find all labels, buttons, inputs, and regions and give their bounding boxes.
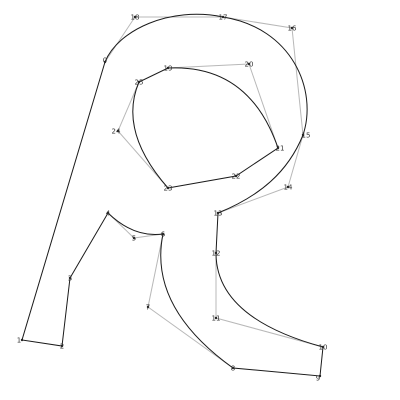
point-2-label: 2 xyxy=(60,343,64,351)
point-4-marker xyxy=(106,211,110,215)
point-10-marker xyxy=(321,345,325,349)
point-9-marker xyxy=(318,374,322,378)
glyph-outline-layer xyxy=(21,13,324,377)
point-8-label: 8 xyxy=(231,365,235,373)
point-23-marker xyxy=(166,186,170,190)
point-14-marker xyxy=(286,185,290,189)
point-6-marker xyxy=(161,232,165,236)
control-line-6-7 xyxy=(147,233,164,308)
point-1-label: 1 xyxy=(17,337,21,345)
point-13-label: 13 xyxy=(214,210,223,218)
point-2-marker xyxy=(60,344,64,348)
point-3-label: 3 xyxy=(68,275,72,283)
control-line-16-15 xyxy=(291,27,304,136)
point-11-marker xyxy=(214,316,218,320)
point-16-marker xyxy=(290,26,294,30)
point-24-label: 24 xyxy=(112,128,121,136)
point-24-marker xyxy=(116,129,120,133)
point-11-label: 11 xyxy=(212,315,221,323)
control-line-7-8 xyxy=(147,306,234,369)
point-17-label: 17 xyxy=(219,14,228,22)
point-17-marker xyxy=(221,15,225,19)
point-7-label: 7 xyxy=(146,304,150,312)
point-20-marker xyxy=(247,62,251,66)
point-25-marker xyxy=(137,80,141,84)
point-23-label: 23 xyxy=(164,185,173,193)
point-8-marker xyxy=(231,366,235,370)
control-line-20-21 xyxy=(248,63,279,149)
control-line-17-16 xyxy=(222,16,293,29)
point-13-marker xyxy=(216,211,220,215)
point-20-label: 20 xyxy=(245,61,254,69)
control-line-0-18 xyxy=(104,16,136,63)
point-7-marker xyxy=(146,305,150,309)
control-line-14-13 xyxy=(217,186,289,214)
point-5-marker xyxy=(132,236,136,240)
point-21-marker xyxy=(276,146,280,150)
point-0-marker xyxy=(103,60,107,64)
point-18-label: 18 xyxy=(131,14,140,22)
point-1-marker xyxy=(20,338,24,342)
point-25-label: 25 xyxy=(135,79,144,87)
point-15-marker xyxy=(301,133,305,137)
point-22-marker xyxy=(234,174,238,178)
point-14-label: 14 xyxy=(284,184,293,192)
point-15-label: 15 xyxy=(302,132,311,140)
glyph-outer-contour xyxy=(21,13,324,377)
point-16-label: 16 xyxy=(288,25,297,33)
point-3-marker xyxy=(68,276,72,280)
point-10-label: 10 xyxy=(319,344,328,352)
control-line-15-14 xyxy=(287,134,304,188)
point-6-label: 6 xyxy=(161,231,166,239)
control-line-19-20 xyxy=(167,63,250,69)
point-19-marker xyxy=(166,66,170,70)
control-polygon-layer xyxy=(104,16,324,369)
point-4-label: 4 xyxy=(106,210,111,218)
point-21-label: 21 xyxy=(276,145,285,153)
point-12-label: 12 xyxy=(212,250,221,258)
point-5-label: 5 xyxy=(132,235,136,243)
point-12-marker xyxy=(214,251,218,255)
point-0-label: 0 xyxy=(103,57,107,65)
point-marker-layer xyxy=(20,15,325,378)
point-19-label: 19 xyxy=(164,65,173,73)
point-18-marker xyxy=(133,15,137,19)
point-22-label: 22 xyxy=(232,173,241,181)
point-9-label: 9 xyxy=(316,375,320,383)
